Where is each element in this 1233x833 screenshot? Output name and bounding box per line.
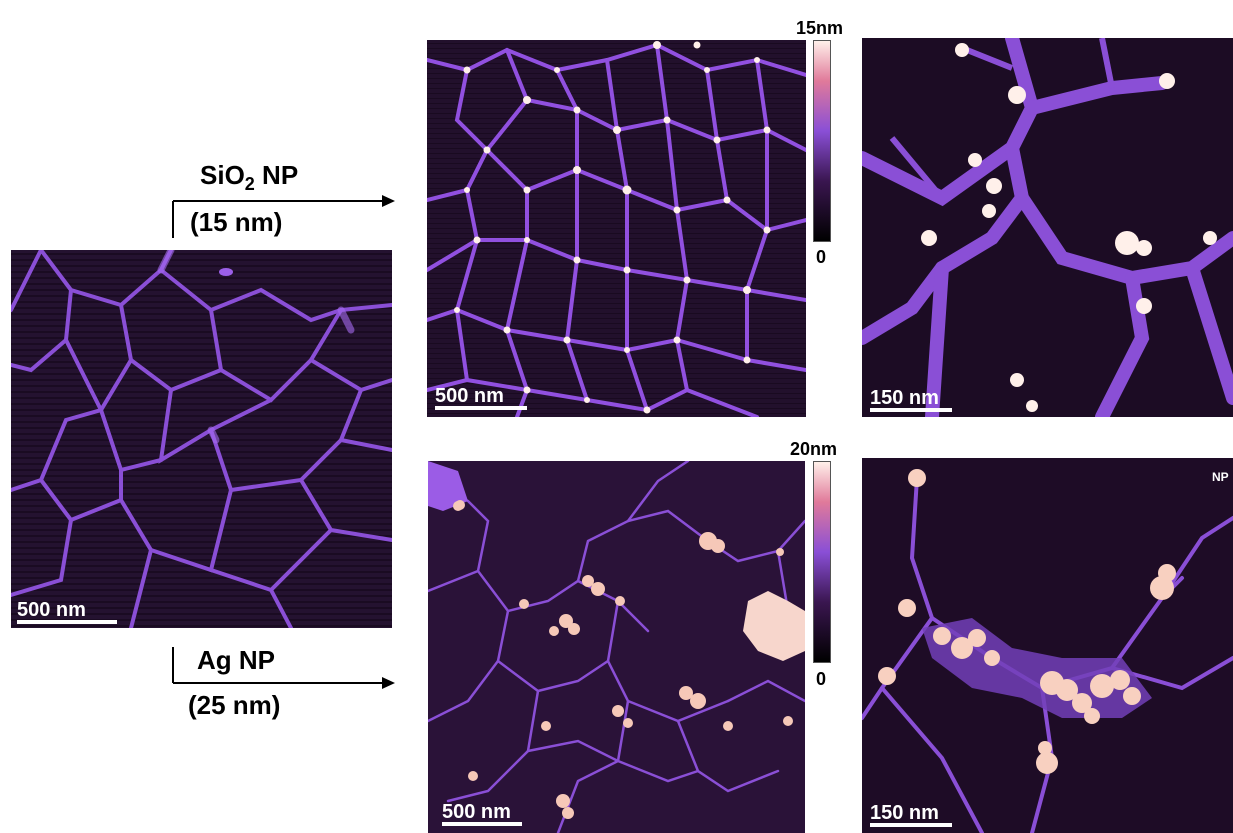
network-image <box>862 38 1233 417</box>
colorbar-bottom-max: 20nm <box>790 439 838 459</box>
scale-bar-label: 500 nm <box>17 599 86 621</box>
colorbar-top <box>813 40 831 242</box>
scale-bar: 150 nm <box>870 802 952 827</box>
arrow-bottom-label-line1: Ag NP <box>197 645 275 675</box>
network-image <box>428 461 805 833</box>
np-text: NP <box>254 160 299 190</box>
afm-image-ag-overview: 500 nm <box>428 461 805 833</box>
colorbar-top-max: 15nm <box>796 18 844 38</box>
arrow-bottom <box>172 647 395 689</box>
afm-image-sio2-zoom: 150 nm <box>862 38 1233 417</box>
scale-bar: 500 nm <box>435 385 527 410</box>
afm-image-sio2-overview: 500 nm <box>427 40 806 417</box>
scale-bar: 500 nm <box>17 599 117 624</box>
scale-bar-line <box>442 822 522 826</box>
np-tag: NP <box>1212 470 1229 484</box>
afm-image-ag-zoom: NP 150 nm <box>862 458 1233 833</box>
arrow-top-label-line1: SiO2 NP <box>200 160 298 195</box>
sio2-subscript: 2 <box>244 174 255 195</box>
scale-bar-line <box>435 406 527 410</box>
scale-bar-line <box>870 823 952 827</box>
scale-bar: 150 nm <box>870 387 952 412</box>
scale-bar-label: 500 nm <box>435 385 504 407</box>
afm-image-original-network: 500 nm <box>11 250 392 628</box>
colorbar-bottom <box>813 461 831 663</box>
arrow-bottom-label-line2: (25 nm) <box>188 690 281 720</box>
scale-bar-line <box>870 408 952 412</box>
network-image <box>862 458 1233 833</box>
arrow-top-label-line2: (15 nm) <box>190 207 283 237</box>
colorbar-bottom-min: 0 <box>816 669 827 689</box>
sio2-text: SiO <box>200 160 245 190</box>
colorbar-top-min: 0 <box>816 247 827 267</box>
scale-bar-label: 500 nm <box>442 801 511 823</box>
scale-bar-label: 150 nm <box>870 387 939 409</box>
network-image <box>427 40 806 417</box>
scale-bar-label: 150 nm <box>870 802 939 824</box>
arrow-top <box>172 195 395 238</box>
scale-bar-line <box>17 620 117 624</box>
scale-bar: 500 nm <box>442 801 522 826</box>
network-image <box>11 250 392 628</box>
